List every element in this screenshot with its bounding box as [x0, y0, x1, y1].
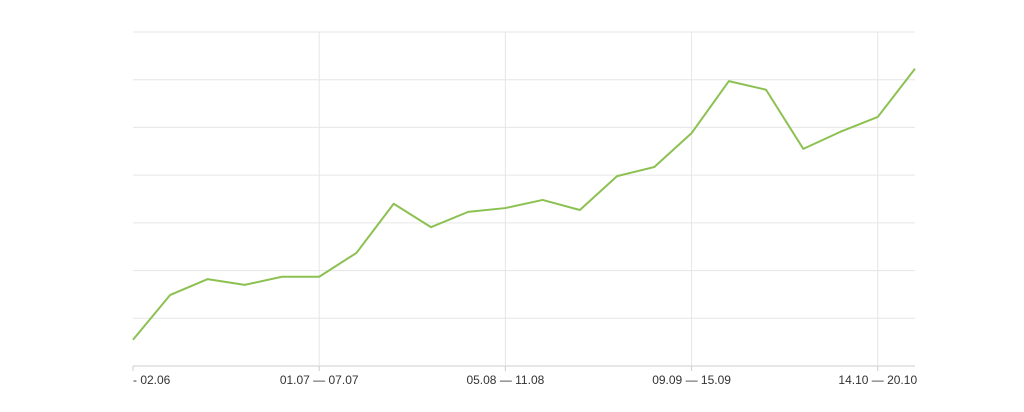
line — [132, 68, 916, 341]
x-tick-label: 09.09 — 15.09 — [652, 373, 731, 387]
x-tick-label: 01.07 — 07.07 — [280, 373, 359, 387]
x-tick-label: 14.10 — 20.10 — [838, 373, 917, 387]
x-tick-label: - 02.06 — [133, 373, 171, 387]
x-tick-label: 05.08 — 11.08 — [466, 373, 544, 387]
